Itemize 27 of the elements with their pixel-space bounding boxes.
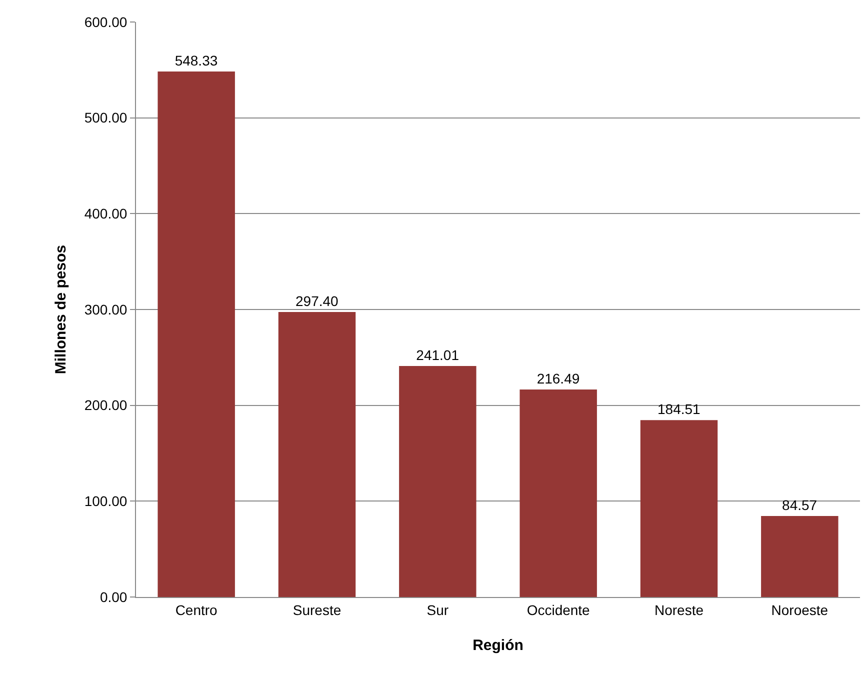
data-label: 84.57 (782, 496, 818, 513)
bar (158, 72, 235, 597)
y-axis-title: Millones de pesos (52, 244, 70, 374)
x-tick-label: Noreste (654, 602, 704, 618)
x-tick-label: Occidente (526, 602, 590, 618)
data-label: 241.01 (416, 347, 460, 364)
y-tick-label: 600.00 (84, 14, 128, 30)
bar (278, 312, 356, 597)
y-tick-label: 200.00 (84, 397, 128, 414)
bar (761, 516, 838, 597)
x-axis-title: Región (472, 636, 524, 654)
y-tick-label: 100.00 (84, 493, 128, 510)
bar (640, 420, 718, 597)
x-tick-label: Sur (426, 602, 449, 618)
x-tick-label: Centro (175, 602, 218, 618)
x-tick-label: Sureste (292, 602, 342, 618)
bar (399, 366, 476, 597)
y-tick-label: 0.00 (100, 588, 128, 605)
bar (520, 390, 597, 597)
y-tick-label: 400.00 (84, 206, 128, 222)
data-label: 297.40 (295, 292, 339, 309)
y-tick-label: 300.00 (84, 301, 128, 318)
x-tick-label: Noroeste (771, 602, 828, 618)
data-label: 548.33 (174, 52, 218, 69)
y-tick-label: 500.00 (84, 110, 128, 126)
data-label: 184.51 (657, 401, 701, 418)
data-label: 216.49 (536, 370, 580, 387)
